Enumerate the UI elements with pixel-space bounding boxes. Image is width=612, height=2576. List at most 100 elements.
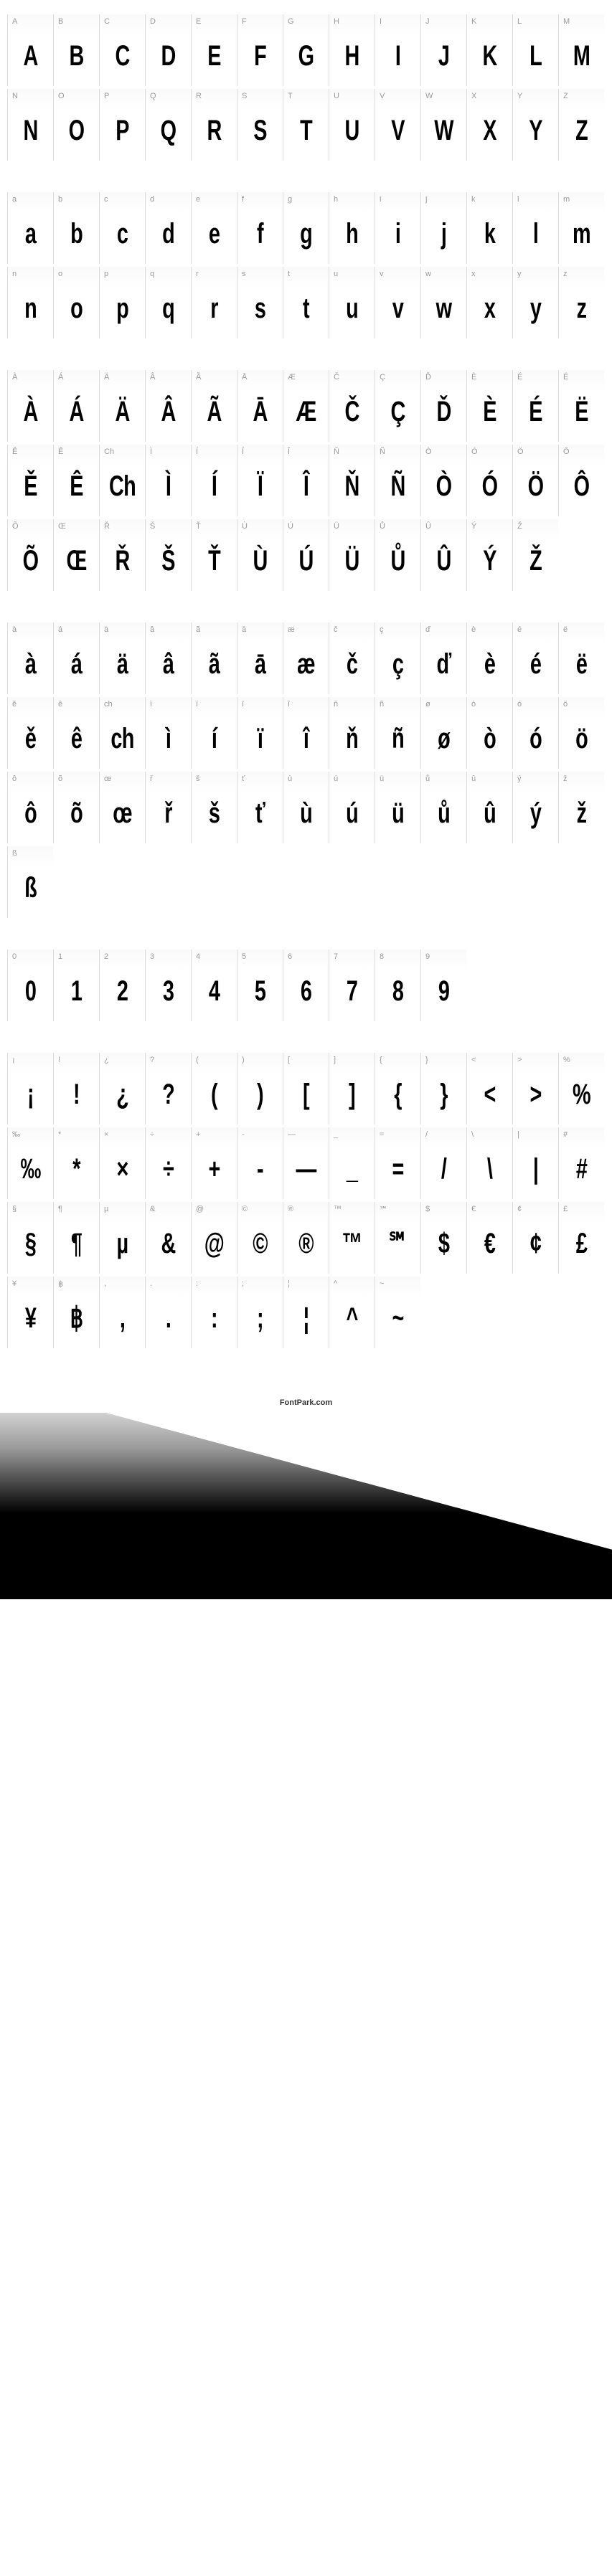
glyph-cell: ¶¶ [53, 1202, 99, 1274]
glyph-label: ! [58, 1056, 60, 1064]
glyph-cell: ŇŇ [329, 445, 375, 516]
glyph-label: Œ [58, 522, 66, 531]
glyph: § [14, 1229, 47, 1258]
glyph-cell: -- [237, 1127, 283, 1199]
glyph: û [474, 799, 506, 828]
glyph-cell: BB [53, 14, 99, 86]
glyph-label: ; [242, 1279, 244, 1288]
glyph-cell: [[ [283, 1053, 329, 1124]
glyph-label: è [471, 625, 476, 634]
glyph-cell: $$ [420, 1202, 466, 1274]
glyph: á [60, 650, 93, 678]
glyph-cell: ÷÷ [145, 1127, 191, 1199]
glyph-label: ¥ [12, 1279, 17, 1288]
glyph-label: Ã [196, 373, 201, 382]
glyph-cell: )) [237, 1053, 283, 1124]
glyph-label: ( [196, 1056, 199, 1064]
glyph-label: Ñ [380, 448, 385, 456]
glyph-cell: RR [191, 89, 237, 161]
glyph-label: X [471, 92, 476, 100]
glyph-label: ℠ [380, 1205, 387, 1214]
glyph: Æ [290, 397, 322, 426]
section-accented-lower: ààááääââããāāææččççďďèèééëëěěêêchchììííïï… [7, 622, 605, 921]
glyph: t [290, 294, 322, 323]
glyph-cell: úú [329, 772, 375, 843]
glyph-label: Ù [242, 522, 248, 531]
glyph-label: ř [150, 775, 153, 783]
glyph: , [106, 1304, 138, 1332]
glyph: Ü [336, 546, 368, 575]
glyph-label: Ò [425, 448, 432, 456]
glyph-label: Ä [104, 373, 109, 382]
glyph-label: | [517, 1130, 519, 1139]
glyph: T [290, 116, 322, 145]
glyph-cell: ŠŠ [145, 519, 191, 591]
glyph-label: f [242, 195, 244, 204]
glyph-label: 3 [150, 952, 154, 961]
glyph-label: € [471, 1205, 476, 1213]
glyph: ^ [336, 1304, 368, 1332]
glyph: î [290, 724, 322, 753]
glyph-label: Ā [242, 373, 247, 382]
glyph-cell: ÖÖ [512, 445, 558, 516]
glyph: č [336, 650, 368, 678]
glyph-label: × [104, 1130, 108, 1139]
glyph-label: ň [334, 700, 338, 709]
glyph: ä [106, 650, 138, 678]
glyph-label: Ï [242, 448, 244, 456]
glyph: W [428, 116, 460, 145]
glyph: M [565, 42, 598, 70]
glyph-cell: ℠℠ [375, 1202, 420, 1274]
glyph-cell: zz [558, 267, 604, 338]
glyph: 0 [14, 977, 47, 1005]
glyph: Â [152, 397, 184, 426]
glyph-label: + [196, 1130, 200, 1139]
glyph: É [519, 397, 552, 426]
glyph-cell: ll [512, 192, 558, 264]
glyph: ] [336, 1080, 368, 1109]
glyph-label: à [12, 625, 17, 634]
glyph-cell: ~~ [375, 1277, 420, 1348]
glyph: C [106, 42, 138, 70]
glyph-cell: ùù [283, 772, 329, 843]
glyph: / [428, 1155, 460, 1183]
glyph-cell: ææ [283, 622, 329, 694]
glyph-cell: ££ [558, 1202, 604, 1274]
glyph-label: Ó [471, 448, 478, 456]
glyph: - [244, 1155, 276, 1183]
glyph: ů [428, 799, 460, 828]
glyph: A [14, 42, 47, 70]
glyph: ý [519, 799, 552, 828]
glyph-cell: AA [7, 14, 53, 86]
glyph-cell: VV [375, 89, 420, 161]
glyph-cell: ZZ [558, 89, 604, 161]
glyph-cell: øø [420, 697, 466, 769]
glyph-label: Č [334, 373, 339, 382]
glyph-cell: ÂÂ [145, 370, 191, 442]
glyph: Ì [152, 472, 184, 501]
glyph-cell: ŽŽ [512, 519, 558, 591]
glyph-cell: GG [283, 14, 329, 86]
glyph-cell: ¡¡ [7, 1053, 53, 1124]
glyph-cell: ŮŮ [375, 519, 420, 591]
glyph: è [474, 650, 506, 678]
glyph-cell: üü [375, 772, 420, 843]
glyph: e [198, 219, 230, 248]
glyph: y [519, 294, 552, 323]
glyph-cell: ÛÛ [420, 519, 466, 591]
glyph-cell: jj [420, 192, 466, 264]
glyph-label: r [196, 270, 199, 278]
glyph: ř [152, 799, 184, 828]
glyph: ň [336, 724, 368, 753]
glyph-cell: chch [99, 697, 145, 769]
glyph-cell: rr [191, 267, 237, 338]
glyph-label: x [471, 270, 476, 278]
glyph-label: 6 [288, 952, 292, 961]
glyph: 2 [106, 977, 138, 1005]
glyph: : [198, 1304, 230, 1332]
glyph: 9 [428, 977, 460, 1005]
glyph-label: q [150, 270, 154, 278]
glyph: Ť [198, 546, 230, 575]
glyph-cell: šš [191, 772, 237, 843]
glyph-label: @ [196, 1205, 204, 1213]
